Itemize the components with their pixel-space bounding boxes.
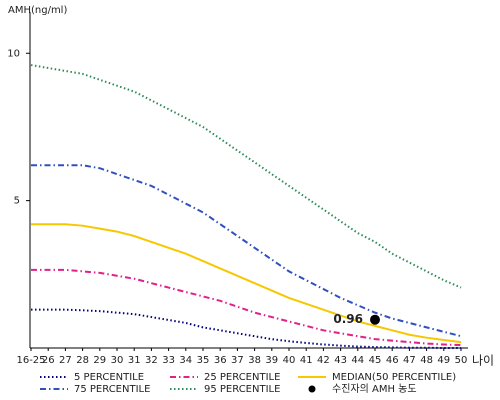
series-line	[31, 268, 462, 347]
x-tick-label: 49	[437, 355, 450, 366]
legend-label: 25 PERCENTILE	[204, 372, 280, 383]
y-axis-label: AMH(ng/ml)	[8, 5, 67, 16]
legend-label: 95 PERCENTILE	[204, 384, 280, 395]
legend-label: 수진자의 AMH 농도	[332, 383, 417, 395]
x-tick-label: 48	[420, 355, 433, 366]
x-tick-label: 29	[93, 355, 106, 366]
x-tick-label: 45	[369, 355, 382, 366]
x-tick-label: 34	[179, 355, 192, 366]
x-tick-label: 32	[145, 355, 158, 366]
x-tick-label: 36	[214, 355, 227, 366]
x-tick-label: 38	[248, 355, 261, 366]
x-tick-label: 41	[300, 355, 313, 366]
y-tick-label: 10	[7, 48, 20, 59]
legend-swatch	[308, 385, 316, 393]
x-tick-label: 47	[403, 355, 416, 366]
x-tick-label: 16-25	[16, 355, 45, 366]
x-tick-label: 37	[231, 355, 244, 366]
x-tick-label: 26	[42, 355, 55, 366]
x-tick-label: 27	[59, 355, 72, 366]
x-tick-label: 46	[386, 355, 399, 366]
legend-label: 75 PERCENTILE	[74, 384, 150, 395]
x-tick-label: 35	[197, 355, 210, 366]
x-tick-label: 30	[111, 355, 124, 366]
patient-point	[370, 314, 380, 325]
x-tick-label: 39	[265, 355, 278, 366]
legend-label: MEDIAN(50 PERCENTILE)	[332, 372, 456, 383]
y-tick-label: 5	[14, 196, 20, 207]
series-line	[31, 223, 462, 344]
x-tick-label: 42	[317, 355, 330, 366]
series-line	[30, 64, 462, 289]
x-tick-label: 31	[128, 355, 141, 366]
series-line	[31, 164, 462, 338]
series-line	[31, 308, 461, 349]
x-tick-label: 44	[351, 355, 364, 366]
x-tick-label: 40	[283, 355, 296, 366]
legend-label: 5 PERCENTILE	[74, 372, 144, 383]
x-tick-label: 43	[334, 355, 347, 366]
x-tick-label: 50	[455, 355, 468, 366]
x-axis-label: 나이	[472, 354, 494, 368]
patient-label: 0.96	[333, 312, 363, 326]
x-tick-label: 33	[162, 355, 175, 366]
x-tick-label: 28	[76, 355, 89, 366]
